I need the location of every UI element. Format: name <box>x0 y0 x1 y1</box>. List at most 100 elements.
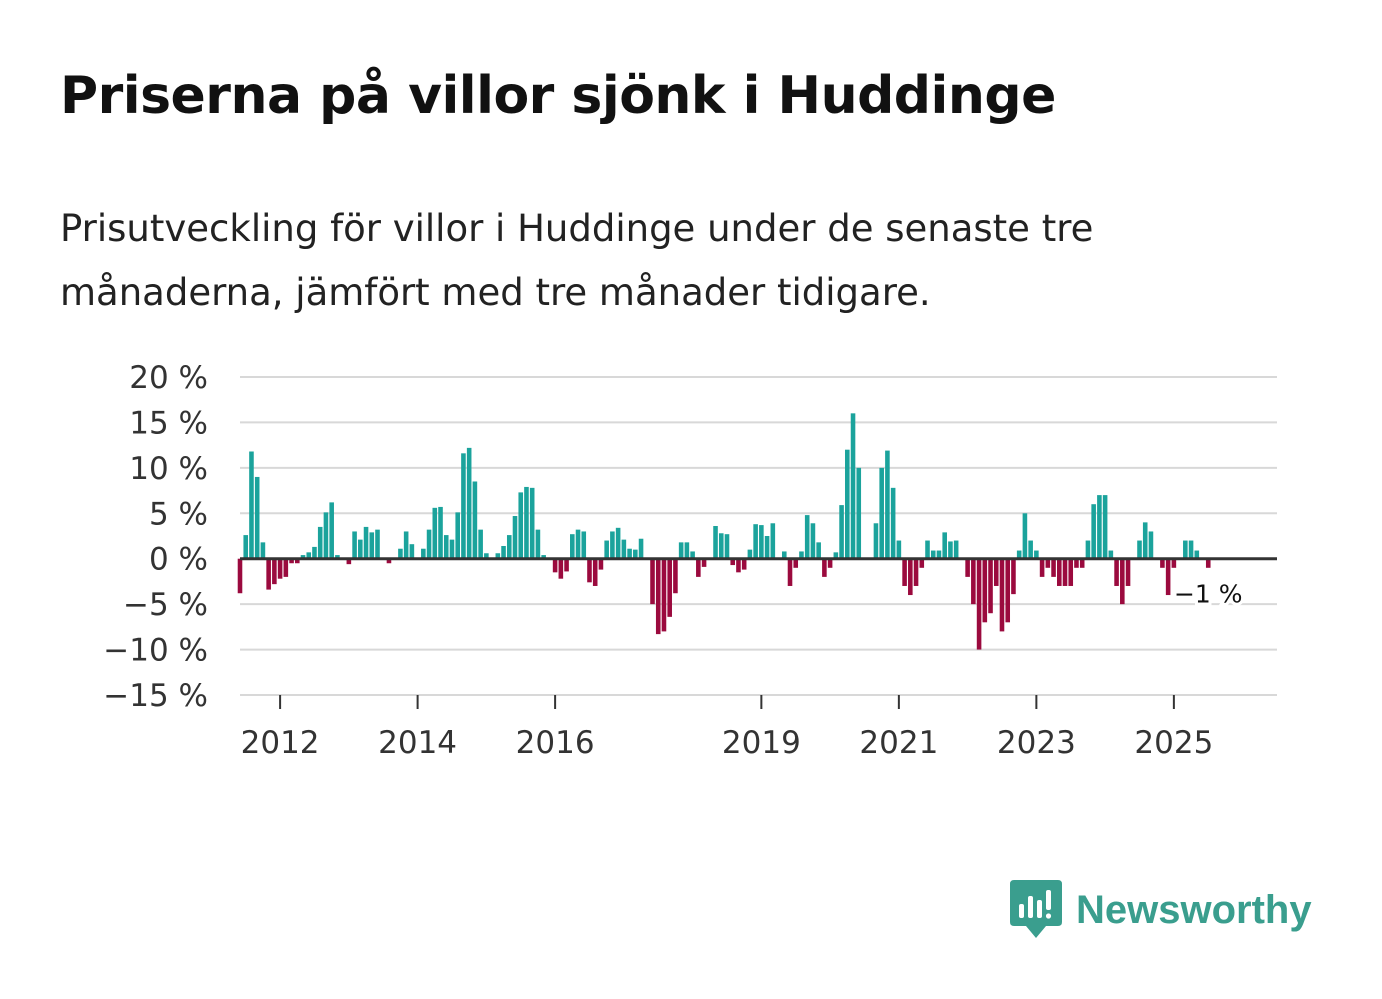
bar <box>925 540 930 559</box>
bar <box>655 558 661 635</box>
bar <box>421 548 426 559</box>
bar <box>953 540 959 559</box>
bar <box>839 505 844 559</box>
bar <box>678 542 684 559</box>
bar <box>1114 558 1119 586</box>
y-tick-label: 5 % <box>149 496 208 532</box>
bar <box>936 550 942 559</box>
bar <box>696 558 701 577</box>
bar <box>295 558 300 564</box>
bar <box>472 481 478 559</box>
bar <box>713 526 718 559</box>
bar <box>942 532 947 559</box>
bar <box>426 529 432 559</box>
bar <box>1085 540 1091 559</box>
bar <box>1051 558 1056 577</box>
bar <box>1183 540 1188 559</box>
bar <box>1005 558 1011 623</box>
bar <box>770 523 776 559</box>
bar <box>495 553 501 559</box>
gridlines <box>240 376 1277 696</box>
bar <box>564 558 569 572</box>
bar <box>512 516 518 559</box>
y-tick-label: 10 % <box>129 451 208 487</box>
bars <box>237 413 1211 650</box>
newsworthy-chart-icon <box>1010 880 1062 938</box>
bar <box>804 515 810 559</box>
bar <box>638 538 644 559</box>
bar <box>793 558 799 568</box>
bar <box>1160 558 1165 568</box>
bar <box>329 502 334 559</box>
bar <box>615 527 621 559</box>
bar <box>810 523 816 559</box>
bar <box>312 546 317 559</box>
bar <box>237 558 243 594</box>
bar <box>300 555 306 559</box>
bar <box>570 534 575 559</box>
bar <box>375 529 380 559</box>
bar <box>701 558 707 567</box>
bar <box>902 558 907 586</box>
bar <box>501 545 506 559</box>
bar <box>358 539 363 559</box>
bar <box>827 558 833 568</box>
bar <box>1062 558 1068 586</box>
bar <box>730 558 736 566</box>
logo-bar-2 <box>1028 896 1033 918</box>
x-tick-label: 2025 <box>1134 725 1213 761</box>
bar <box>587 558 592 583</box>
bar <box>506 535 512 559</box>
bar <box>484 553 489 559</box>
bar <box>724 534 730 559</box>
bar <box>592 558 598 586</box>
bar <box>948 541 953 559</box>
bar <box>850 413 856 559</box>
bar <box>1137 540 1142 559</box>
bar <box>1028 540 1033 559</box>
logo-bar-4 <box>1046 890 1051 910</box>
bar <box>466 447 472 559</box>
bar <box>432 507 438 559</box>
y-tick-label: 15 % <box>129 405 208 441</box>
bar <box>1079 558 1085 568</box>
bar <box>1142 522 1148 559</box>
bar <box>736 558 741 573</box>
bar <box>667 558 672 617</box>
newsworthy-logo[interactable]: Newsworthy <box>1010 880 1312 940</box>
bar <box>386 558 392 564</box>
bar <box>999 558 1005 632</box>
bar <box>529 487 535 559</box>
bar <box>1016 550 1022 559</box>
x-tick-label: 2021 <box>859 725 938 761</box>
bar <box>965 558 970 577</box>
bar <box>930 550 936 559</box>
bar <box>575 529 581 559</box>
bar <box>535 529 541 559</box>
bar <box>455 512 460 559</box>
y-tick-label: −5 % <box>123 587 208 623</box>
bar <box>478 529 483 559</box>
bar <box>254 476 260 559</box>
annotations: −1 % <box>1171 577 1246 612</box>
bar <box>306 552 312 559</box>
bar <box>1188 540 1194 559</box>
bar <box>352 531 357 559</box>
bar <box>1039 558 1045 577</box>
bar <box>661 558 667 632</box>
bar <box>518 492 524 559</box>
bar <box>1011 558 1016 595</box>
bar <box>1125 558 1131 586</box>
bar <box>552 558 558 573</box>
bar <box>1108 550 1114 559</box>
bar <box>461 453 466 559</box>
bar <box>741 558 747 570</box>
bar <box>816 542 821 559</box>
bar <box>988 558 993 614</box>
bar <box>856 467 862 559</box>
bar <box>1097 495 1102 559</box>
bar <box>1102 495 1108 559</box>
bar <box>1091 504 1096 559</box>
bar <box>323 512 329 559</box>
bar <box>1074 558 1079 568</box>
